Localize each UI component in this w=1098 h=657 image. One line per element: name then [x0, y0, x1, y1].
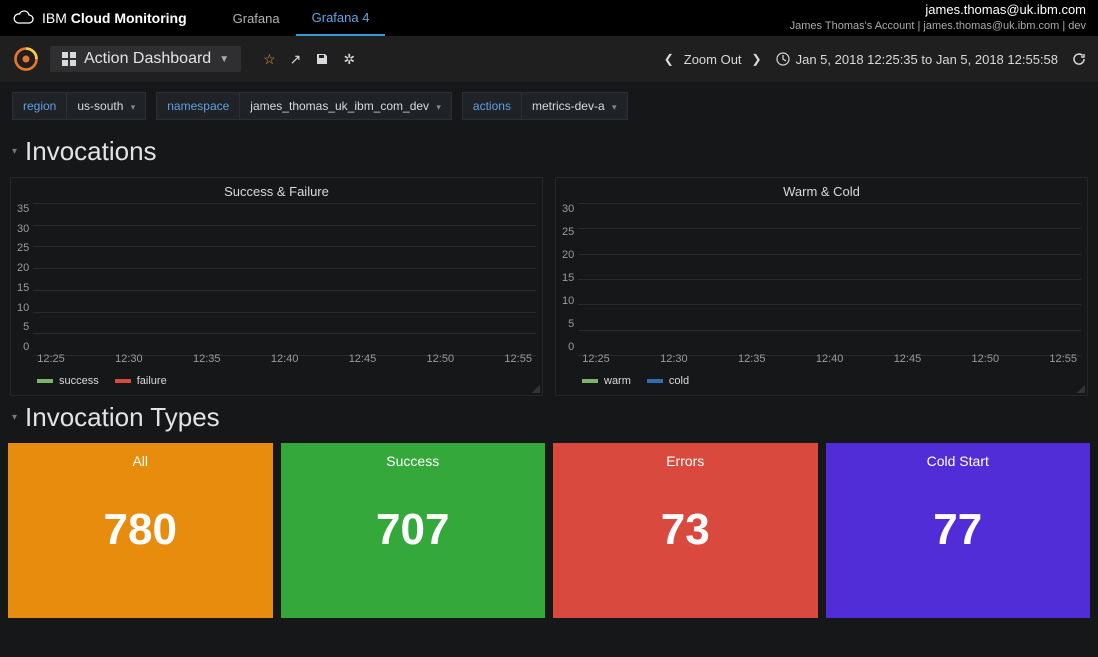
time-range-picker[interactable]: Jan 5, 2018 12:25:35 to Jan 5, 2018 12:5… — [776, 52, 1058, 67]
row-header-invocations[interactable]: ▾ Invocations — [0, 130, 1098, 177]
stat-value: 77 — [826, 505, 1091, 555]
resize-handle[interactable] — [1077, 385, 1085, 393]
ibm-topbar: IBM Cloud Monitoring Grafana Grafana 4 j… — [0, 0, 1098, 36]
grafana-navbar: Action Dashboard ▼ ☆ ↗ ✲ ❮ Zoom Out ❯ Ja… — [0, 36, 1098, 82]
legend-label: failure — [137, 375, 167, 387]
product-name: Cloud Monitoring — [71, 10, 187, 26]
legend-swatch — [582, 379, 598, 383]
legend-item[interactable]: warm — [582, 375, 631, 387]
chevron-down-icon: ▾ — [12, 146, 17, 157]
stat-value: 707 — [281, 505, 546, 555]
stat-panel-errors[interactable]: Errors 73 — [553, 443, 818, 618]
legend-swatch — [37, 379, 53, 383]
dashboard-name: Action Dashboard — [84, 50, 211, 68]
filter-label: actions — [462, 92, 521, 120]
y-axis: 302520151050 — [562, 201, 578, 367]
grafana-tabs: Grafana Grafana 4 — [217, 0, 386, 36]
stat-label: Cold Start — [826, 453, 1091, 469]
filter-value[interactable]: us-south ▾ — [66, 92, 146, 120]
stat-label: All — [8, 453, 273, 469]
product-title: IBM Cloud Monitoring — [12, 10, 187, 26]
legend-label: cold — [669, 375, 689, 387]
user-info: james.thomas@uk.ibm.com James Thomas's A… — [790, 2, 1086, 33]
zoom-out-button[interactable]: Zoom Out — [684, 52, 742, 67]
tab-grafana4[interactable]: Grafana 4 — [296, 0, 386, 36]
time-forward-icon[interactable]: ❯ — [752, 52, 762, 66]
time-back-icon[interactable]: ❮ — [664, 52, 674, 66]
plot-area: 12:2512:3012:3512:4012:4512:5012:55 — [33, 201, 536, 367]
panel-warm-cold[interactable]: Warm & Cold 302520151050 12:2512:3012:35… — [555, 177, 1088, 396]
panel-success-failure[interactable]: Success & Failure 35302520151050 12:2512… — [10, 177, 543, 396]
legend-item[interactable]: cold — [647, 375, 689, 387]
chevron-down-icon: ▼ — [219, 54, 229, 65]
chevron-down-icon: ▾ — [12, 412, 17, 423]
row-header-invocation-types[interactable]: ▾ Invocation Types — [0, 396, 1098, 443]
stat-value: 73 — [553, 505, 818, 555]
user-email: james.thomas@uk.ibm.com — [790, 2, 1086, 19]
plot-area: 12:2512:3012:3512:4012:4512:5012:55 — [578, 201, 1081, 367]
legend-item[interactable]: success — [37, 375, 99, 387]
filter-value[interactable]: metrics-dev-a ▾ — [521, 92, 628, 120]
panel-title: Success & Failure — [11, 178, 542, 201]
cloud-icon — [12, 10, 34, 26]
stat-value: 780 — [8, 505, 273, 555]
resize-handle[interactable] — [532, 385, 540, 393]
legend-item[interactable]: failure — [115, 375, 167, 387]
chart: 302520151050 12:2512:3012:3512:4012:4512… — [556, 201, 1087, 371]
dashboard-picker[interactable]: Action Dashboard ▼ — [50, 46, 241, 72]
tab-grafana[interactable]: Grafana — [217, 0, 296, 36]
stat-panel-all[interactable]: All 780 — [8, 443, 273, 618]
filter-value[interactable]: james_thomas_uk_ibm_com_dev ▾ — [239, 92, 452, 120]
bars — [578, 203, 1081, 353]
stat-panel-success[interactable]: Success 707 — [281, 443, 546, 618]
legend-swatch — [115, 379, 131, 383]
filter-label: namespace — [156, 92, 239, 120]
grafana-logo-icon[interactable] — [12, 45, 40, 73]
bars — [33, 203, 536, 353]
row-title: Invocations — [25, 136, 157, 167]
invocations-panels: Success & Failure 35302520151050 12:2512… — [0, 177, 1098, 396]
user-subline: James Thomas's Account | james.thomas@uk… — [790, 19, 1086, 33]
stat-label: Success — [281, 453, 546, 469]
filter-region: regionus-south ▾ — [12, 92, 146, 120]
panel-title: Warm & Cold — [556, 178, 1087, 201]
stat-label: Errors — [553, 453, 818, 469]
x-axis: 12:2512:3012:3512:4012:4512:5012:55 — [33, 353, 536, 367]
x-axis: 12:2512:3012:3512:4012:4512:5012:55 — [578, 353, 1081, 367]
save-icon[interactable] — [315, 52, 329, 66]
legend: warm cold — [556, 371, 1087, 395]
legend-label: success — [59, 375, 99, 387]
chart: 35302520151050 12:2512:3012:3512:4012:45… — [11, 201, 542, 371]
legend-label: warm — [604, 375, 631, 387]
star-icon[interactable]: ☆ — [263, 51, 276, 68]
gear-icon[interactable]: ✲ — [343, 51, 355, 68]
share-icon[interactable]: ↗ — [290, 51, 302, 68]
stat-panel-cold-start[interactable]: Cold Start 77 — [826, 443, 1091, 618]
nav-right: ❮ Zoom Out ❯ Jan 5, 2018 12:25:35 to Jan… — [664, 52, 1086, 67]
legend-swatch — [647, 379, 663, 383]
time-range-text: Jan 5, 2018 12:25:35 to Jan 5, 2018 12:5… — [796, 52, 1058, 67]
legend: success failure — [11, 371, 542, 395]
filter-actions: actionsmetrics-dev-a ▾ — [462, 92, 628, 120]
template-variables: regionus-south ▾ namespacejames_thomas_uk… — [0, 82, 1098, 130]
refresh-icon[interactable] — [1072, 52, 1086, 66]
y-axis: 35302520151050 — [17, 201, 33, 367]
product-prefix: IBM — [42, 10, 67, 26]
stat-panels: All 780 Success 707 Errors 73 Cold Start 77 — [0, 443, 1098, 618]
nav-icons: ☆ ↗ ✲ — [263, 51, 355, 68]
row-title: Invocation Types — [25, 402, 220, 433]
filter-label: region — [12, 92, 66, 120]
grid-icon — [62, 52, 76, 66]
clock-icon — [776, 52, 790, 66]
filter-namespace: namespacejames_thomas_uk_ibm_com_dev ▾ — [156, 92, 452, 120]
